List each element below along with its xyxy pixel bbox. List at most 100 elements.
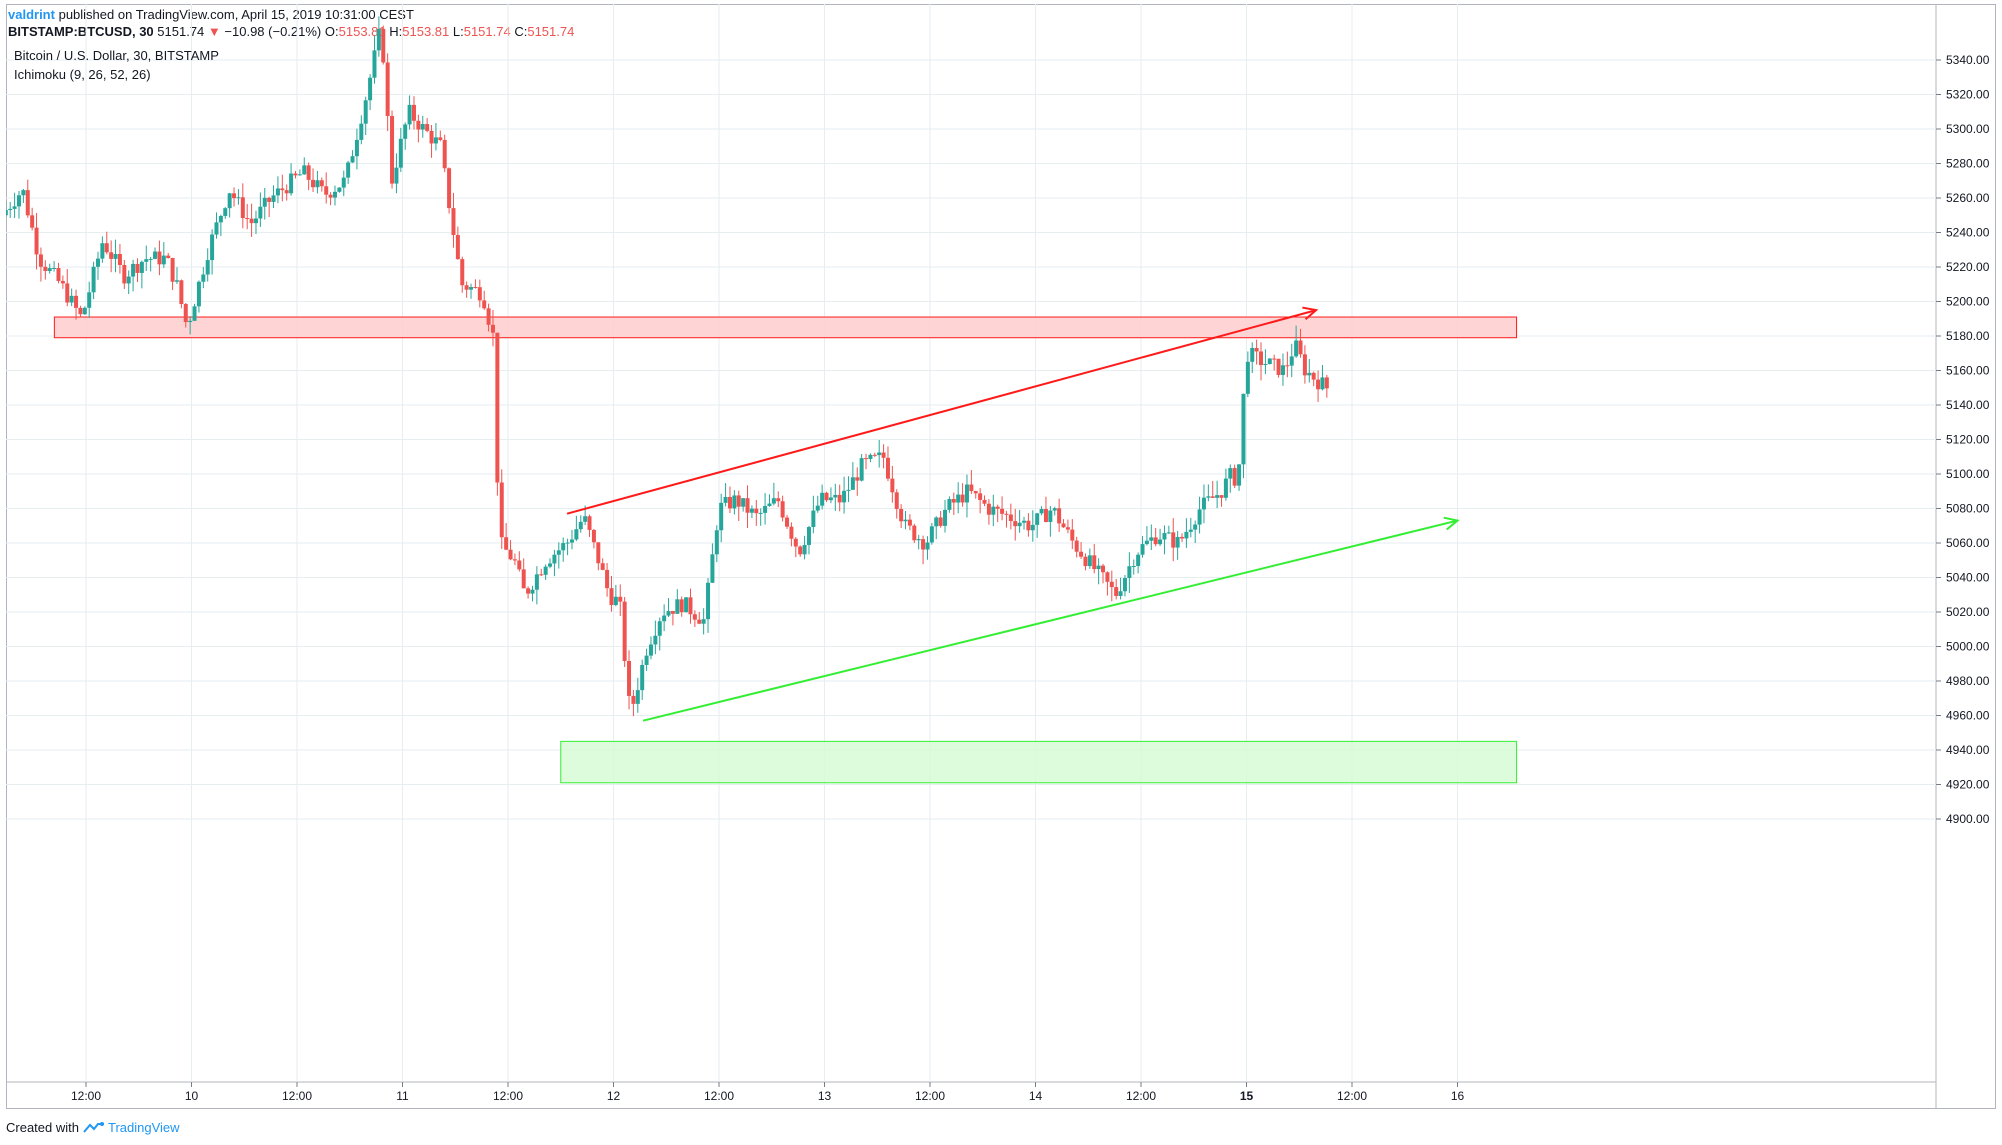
candle <box>438 130 443 142</box>
candle-body <box>526 588 531 594</box>
support-trendline[interactable] <box>642 516 1460 722</box>
candle <box>938 510 943 528</box>
time-axis[interactable]: 12:00 10 12:00 11 12:00 12 12:00 13 12:00 14 12:00… <box>71 1082 1465 1103</box>
candle <box>1210 480 1215 499</box>
candle-body <box>477 287 482 301</box>
candle <box>447 167 452 214</box>
candle-body <box>306 165 311 180</box>
candle <box>767 494 772 507</box>
candle <box>526 586 531 599</box>
candle <box>973 490 978 499</box>
candle <box>109 240 114 273</box>
candle <box>1122 574 1127 597</box>
resistance-trendline-line[interactable] <box>566 309 1317 515</box>
candle <box>135 258 140 283</box>
candle <box>811 495 816 534</box>
candle-body <box>648 644 653 656</box>
candle-body <box>1197 509 1202 525</box>
candle <box>188 316 193 335</box>
candle <box>271 185 276 209</box>
candle-body <box>868 454 873 459</box>
price-chart[interactable]: 4900.00 4920.00 4940.00 4960.00 4980.00 5000.… <box>6 4 1996 1109</box>
resistance-trendline-arrowhead-icon <box>1302 306 1319 321</box>
candle-body <box>135 263 140 273</box>
candle-body <box>951 499 956 503</box>
candle-body <box>956 494 961 503</box>
price-tick-label: 5260.00 <box>1946 191 1990 205</box>
candle-body <box>385 62 390 117</box>
candle-body <box>1087 555 1092 567</box>
candle-body <box>1188 529 1193 532</box>
candle-body <box>425 124 430 131</box>
price-axis[interactable]: 4900.00 4920.00 4940.00 4960.00 4980.00 5000.… <box>1936 53 1990 826</box>
open-value: 5153.81 <box>338 24 386 39</box>
support-trendline-line[interactable] <box>642 519 1458 722</box>
candle-body <box>1144 540 1149 545</box>
candle <box>451 192 456 248</box>
candle <box>714 525 719 563</box>
candle-body <box>1210 496 1215 498</box>
candle-body <box>1083 556 1088 567</box>
candle <box>394 153 399 194</box>
high-value: 5153.81 <box>402 24 450 39</box>
candle-body <box>903 519 908 522</box>
candle <box>306 162 311 191</box>
candle-body <box>192 306 197 321</box>
candle-body <box>350 156 355 163</box>
candle <box>1070 519 1075 550</box>
time-tick-label: 10 <box>185 1089 199 1103</box>
candle <box>337 187 342 193</box>
candle-body <box>1228 468 1233 479</box>
candle <box>1109 570 1114 602</box>
candle-body <box>600 563 605 570</box>
candle <box>539 568 544 577</box>
candle <box>87 281 92 318</box>
candle-body <box>1285 365 1290 367</box>
candle-body <box>763 506 768 513</box>
support-zone[interactable] <box>560 740 1518 784</box>
candle-body <box>258 206 263 219</box>
author-link[interactable]: valdrint <box>8 7 55 22</box>
candle-body <box>363 100 368 124</box>
candle <box>885 446 890 482</box>
candle-body <box>1114 587 1119 596</box>
candle-body <box>253 218 258 224</box>
candle <box>315 170 320 194</box>
candle-body <box>1280 365 1285 375</box>
candle <box>754 499 759 526</box>
candle-body <box>890 478 895 493</box>
candle-body <box>714 530 719 555</box>
candle-body <box>811 510 816 528</box>
candle-body <box>1311 372 1316 380</box>
candle <box>69 288 74 307</box>
candle <box>78 305 83 318</box>
candle-body <box>1206 496 1211 498</box>
candle <box>846 476 851 503</box>
candle-body <box>74 295 79 308</box>
candle-body <box>964 484 969 503</box>
candle <box>420 115 425 138</box>
candle <box>218 214 223 237</box>
candle <box>605 563 610 597</box>
candle-body <box>1052 508 1057 511</box>
price-tick-label: 4900.00 <box>1946 812 1990 826</box>
candle <box>1000 496 1005 521</box>
candle-body <box>464 285 469 290</box>
candle-body <box>43 266 48 271</box>
indicator-label[interactable]: Ichimoku (9, 26, 52, 26) <box>14 67 151 82</box>
candle-body <box>1131 565 1136 567</box>
candle <box>95 251 100 280</box>
candle-body <box>341 177 346 188</box>
candle-body <box>30 215 35 228</box>
candle-body <box>1118 591 1123 596</box>
low-label: L: <box>452 24 464 39</box>
candle <box>43 260 48 280</box>
resistance-trendline[interactable] <box>566 306 1319 515</box>
time-tick-label: 11 <box>396 1089 409 1103</box>
candle-body <box>1000 508 1005 514</box>
candle <box>815 495 820 513</box>
candle-body <box>635 690 640 704</box>
tradingview-link[interactable]: TradingView <box>108 1120 180 1135</box>
candle <box>324 172 329 204</box>
resistance-zone[interactable] <box>53 316 1518 339</box>
